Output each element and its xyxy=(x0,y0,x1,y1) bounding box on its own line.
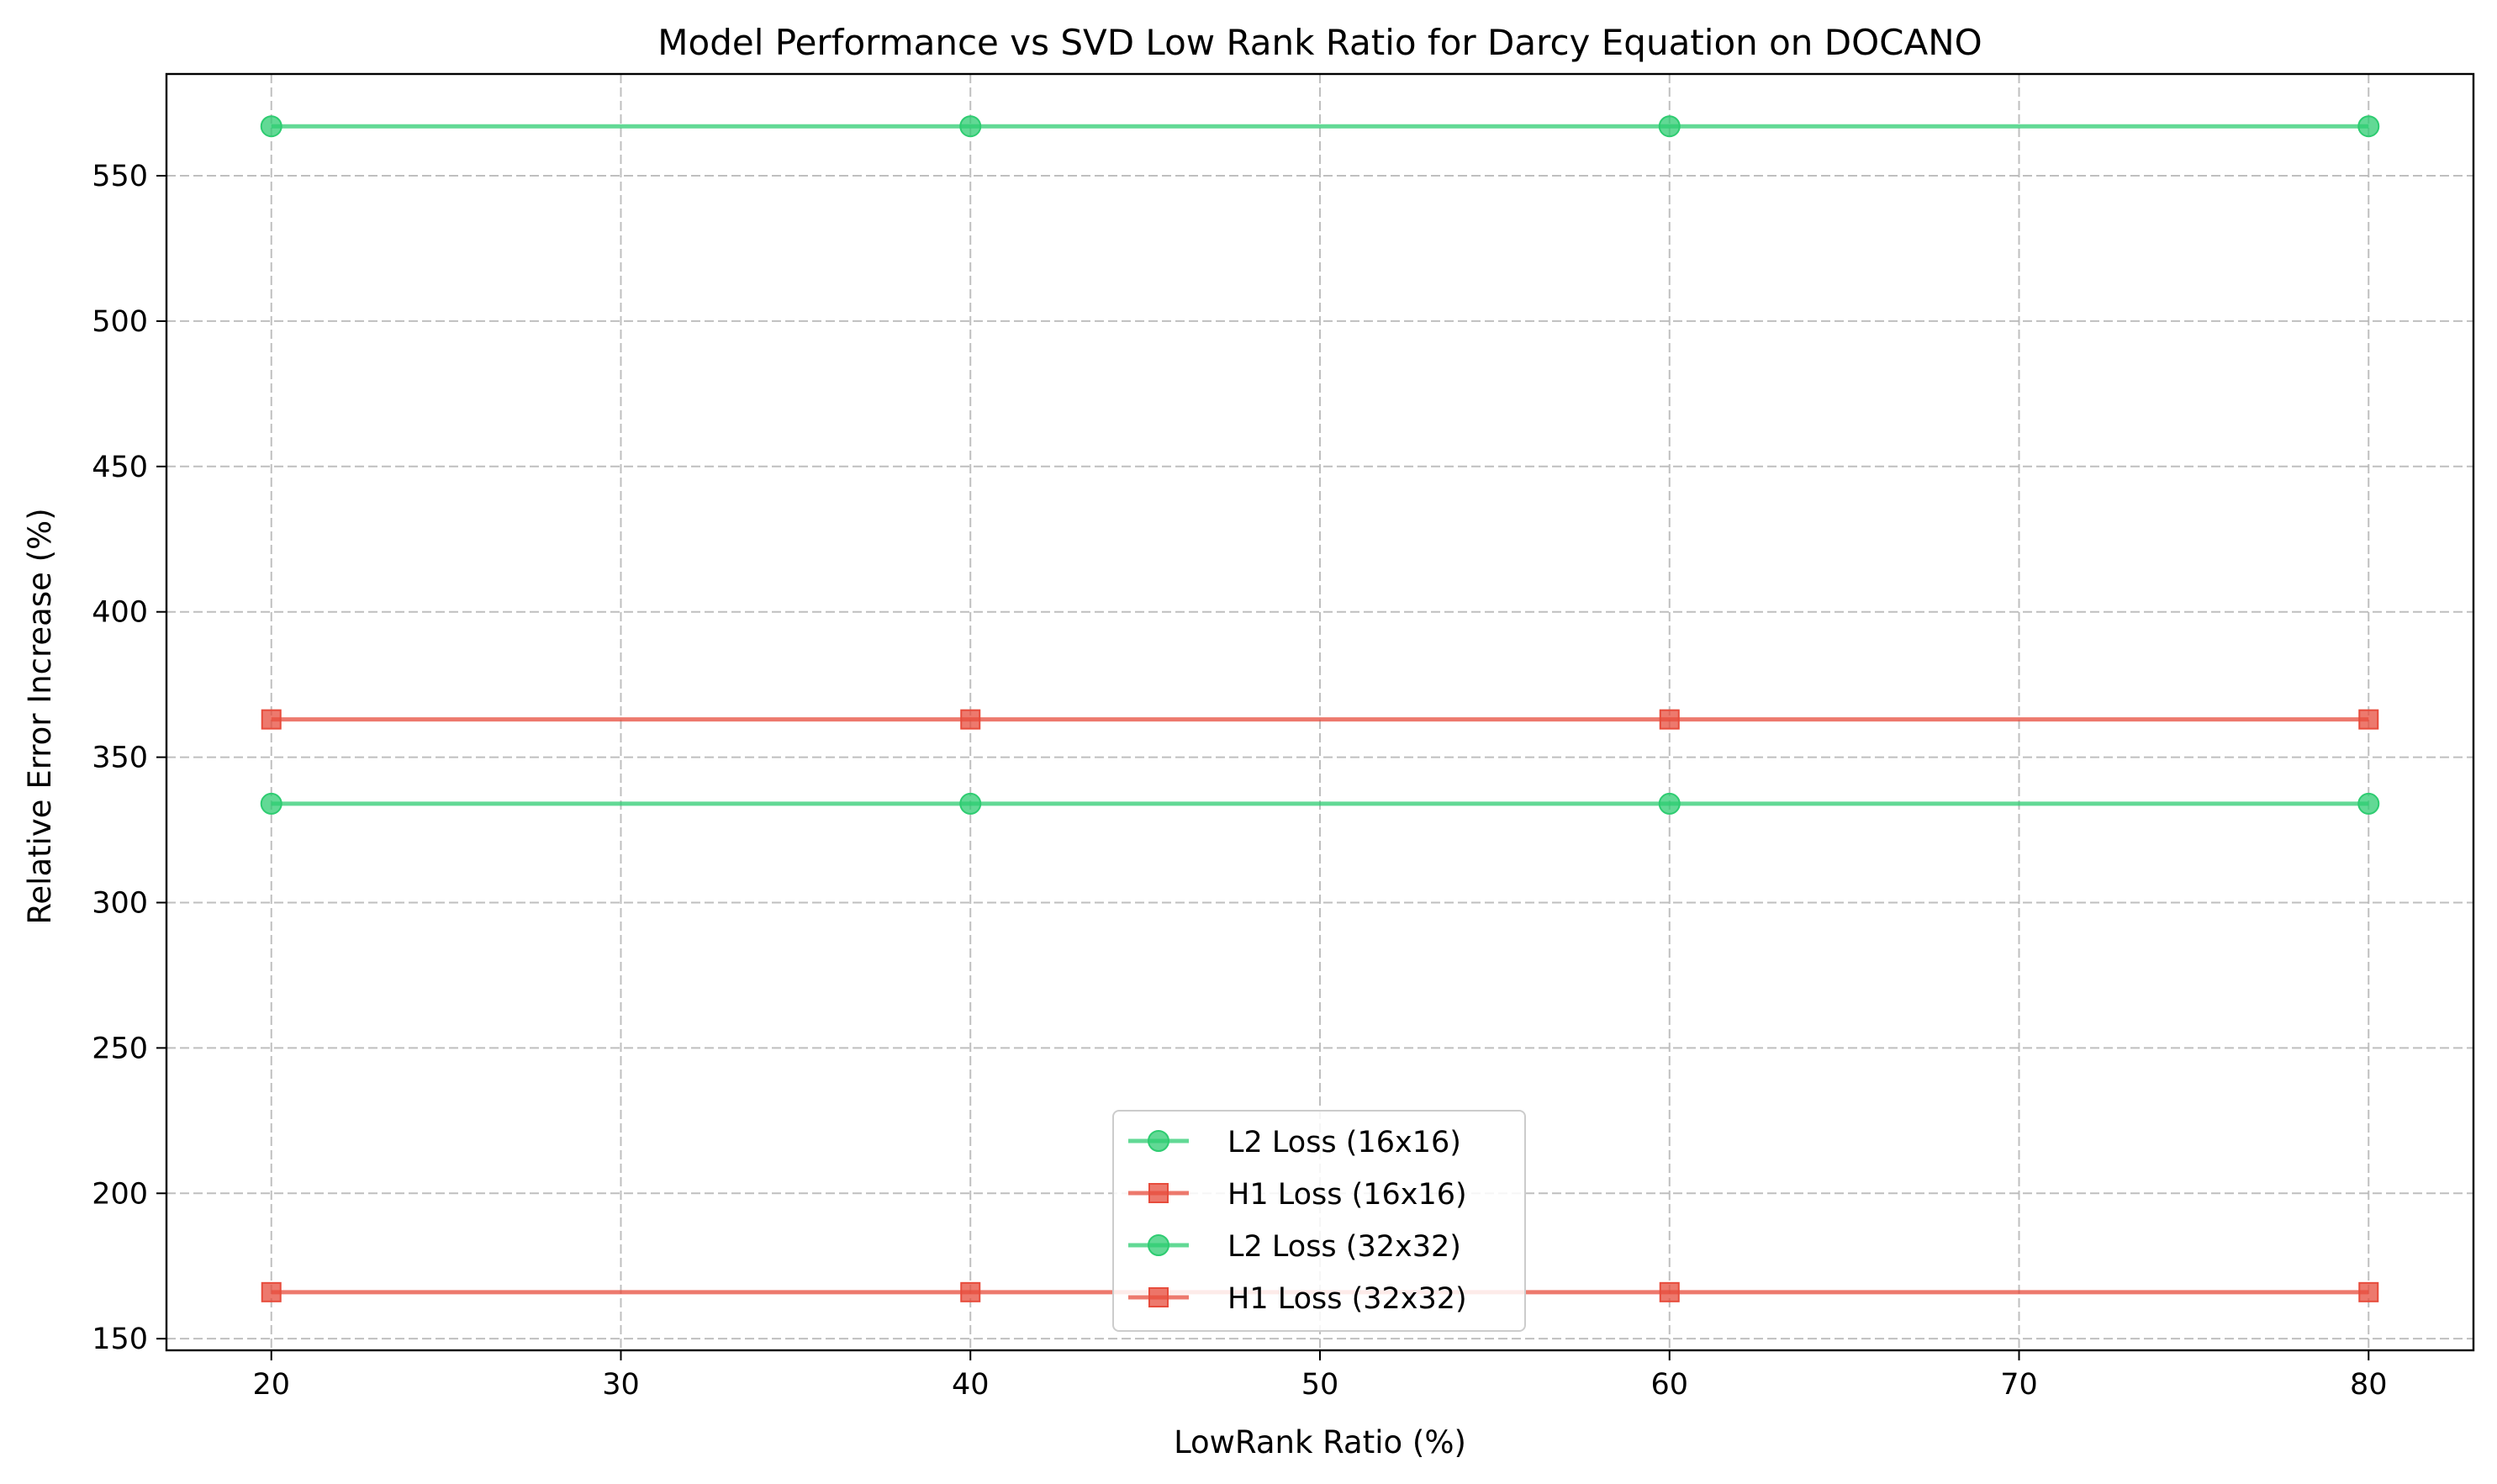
legend-box xyxy=(1112,1110,1526,1332)
y-tick-label: 450 xyxy=(92,451,148,484)
data-point xyxy=(2357,115,2380,138)
y-tick-label: 150 xyxy=(92,1323,148,1356)
y-tick-label: 250 xyxy=(92,1032,148,1065)
data-point xyxy=(959,792,982,815)
x-tick-label: 60 xyxy=(1650,1368,1688,1402)
legend-marker xyxy=(1148,1234,1169,1256)
legend-marker xyxy=(1148,1287,1169,1307)
data-point xyxy=(1658,792,1681,815)
series-3 xyxy=(260,792,2380,815)
legend-label: L2 Loss (32x32) xyxy=(1227,1230,1461,1264)
data-point xyxy=(960,1281,981,1302)
series-1 xyxy=(260,115,2380,138)
x-tick-label: 80 xyxy=(2350,1368,2388,1402)
axis-ticks: 20 30 40 50 60 70 80 150 200 250 300 350 400 450 500 55… xyxy=(92,160,2387,1402)
series-2 xyxy=(261,709,2379,730)
data-point xyxy=(959,115,982,138)
data-point xyxy=(960,709,981,730)
data-point xyxy=(1658,115,1681,138)
y-tick-label: 350 xyxy=(92,742,148,775)
y-tick-label: 300 xyxy=(92,886,148,920)
legend-item: L2 Loss (32x32) xyxy=(1128,1230,1461,1264)
gridlines xyxy=(166,74,2473,1350)
data-point xyxy=(2357,792,2380,815)
data-point xyxy=(1659,709,1680,730)
legend-item: H1 Loss (32x32) xyxy=(1128,1282,1467,1316)
data-point xyxy=(260,792,282,815)
x-tick-label: 30 xyxy=(602,1368,640,1402)
x-tick-label: 20 xyxy=(252,1368,290,1402)
legend-marker xyxy=(1148,1183,1169,1203)
legend-label: H1 Loss (16x16) xyxy=(1227,1178,1467,1212)
data-point xyxy=(2358,709,2379,730)
data-point xyxy=(261,709,282,730)
data-point xyxy=(261,1281,282,1302)
x-tick-label: 50 xyxy=(1301,1368,1339,1402)
legend-item: L2 Loss (16x16) xyxy=(1128,1126,1461,1159)
chart-title: Model Performance vs SVD Low Rank Ratio … xyxy=(657,22,1982,63)
legend-label: H1 Loss (32x32) xyxy=(1227,1282,1467,1316)
x-tick-label: 70 xyxy=(2000,1368,2038,1402)
legend-marker xyxy=(1148,1130,1169,1152)
y-tick-label: 550 xyxy=(92,160,148,193)
x-tick-label: 40 xyxy=(952,1368,990,1402)
legend-item: H1 Loss (16x16) xyxy=(1128,1178,1467,1212)
y-tick-label: 500 xyxy=(92,305,148,339)
data-point xyxy=(2358,1281,2379,1302)
series-layer xyxy=(260,115,2380,1302)
y-axis-label: Relative Error Increase (%) xyxy=(22,508,58,924)
legend-label: L2 Loss (16x16) xyxy=(1227,1126,1461,1159)
y-tick-label: 400 xyxy=(92,596,148,630)
data-point xyxy=(260,115,282,138)
data-point xyxy=(1659,1281,1680,1302)
y-tick-label: 200 xyxy=(92,1177,148,1211)
x-axis-label: LowRank Ratio (%) xyxy=(1174,1424,1466,1460)
legend: L2 Loss (16x16) H1 Loss (16x16) L2 Loss (3… xyxy=(1112,1110,1526,1332)
